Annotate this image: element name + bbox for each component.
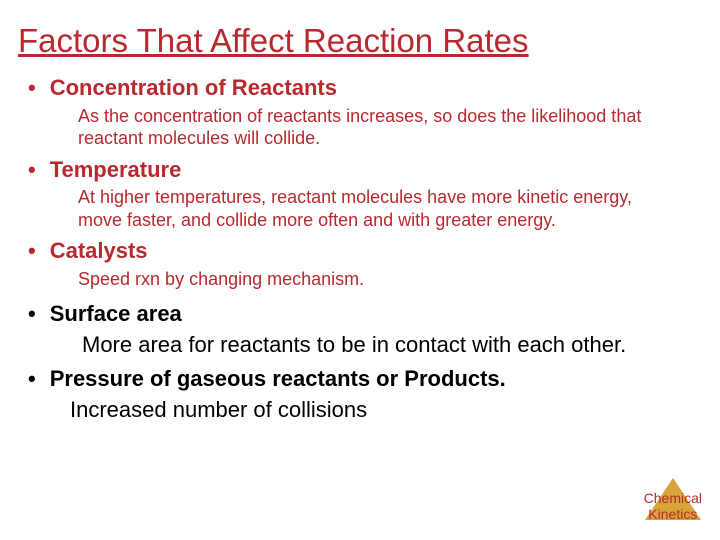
item-heading: Catalysts [50, 237, 148, 266]
bullet-marker: • [28, 365, 36, 394]
bullet-marker: • [28, 156, 36, 185]
bullet-item: • Surface area [28, 300, 692, 329]
item-body: At higher temperatures, reactant molecul… [78, 186, 692, 231]
footer-badge: Chemical Kinetics [644, 448, 702, 522]
bullet-marker: • [28, 74, 36, 103]
item-heading: Temperature [50, 156, 182, 185]
item-body: More area for reactants to be in contact… [82, 331, 692, 360]
slide-title: Factors That Affect Reaction Rates [0, 0, 720, 68]
item-heading: Pressure of gaseous reactants or Product… [50, 365, 506, 394]
item-heading: Surface area [50, 300, 182, 329]
item-body: Increased number of collisions [70, 396, 692, 425]
item-body: Speed rxn by changing mechanism. [78, 268, 692, 291]
item-heading: Concentration of Reactants [50, 74, 337, 103]
footer-text: Chemical Kinetics [644, 490, 702, 522]
bullet-item: • Pressure of gaseous reactants or Produ… [28, 365, 692, 394]
bullet-item: • Temperature [28, 156, 692, 185]
bullet-marker: • [28, 237, 36, 266]
bullet-item: • Concentration of Reactants [28, 74, 692, 103]
bullet-marker: • [28, 300, 36, 329]
content-area: • Concentration of Reactants As the conc… [0, 74, 720, 425]
bullet-item: • Catalysts [28, 237, 692, 266]
item-body: As the concentration of reactants increa… [78, 105, 692, 150]
